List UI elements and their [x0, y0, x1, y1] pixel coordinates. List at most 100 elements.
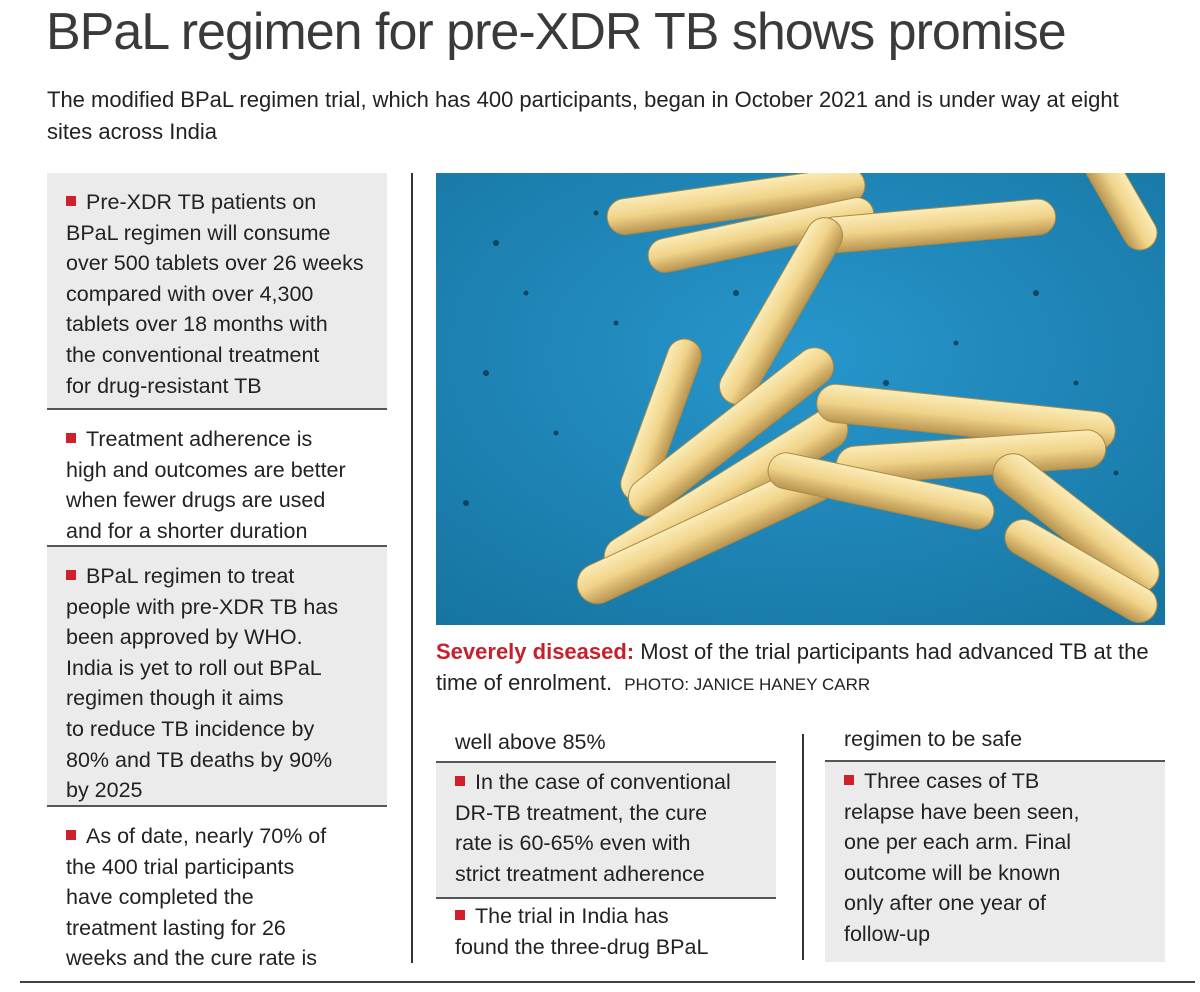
fact-line: high and outcomes are better	[66, 455, 369, 486]
fact-line: one per each arm. Final	[844, 827, 1147, 858]
fact-text: regimen though it aims	[66, 686, 284, 711]
fact-line: outcome will be known	[844, 858, 1147, 889]
fact-line: people with pre-XDR TB has	[66, 592, 369, 623]
fact-line: regimen to be safe	[844, 724, 1147, 755]
bullet-square-icon	[455, 776, 465, 786]
fact-line: tablets over 18 months with	[66, 309, 369, 340]
fact-box: Pre-XDR TB patients on BPaL regimen will …	[47, 173, 387, 409]
fact-line: found the three-drug BPaL	[455, 932, 758, 963]
fact-line: regimen though it aims	[66, 683, 369, 714]
fact-line: for drug-resistant TB	[66, 371, 369, 402]
fact-text: treatment lasting for 26	[66, 915, 286, 940]
fact-line: strict treatment adherence	[455, 859, 758, 890]
fact-text: The trial in India has	[475, 904, 669, 928]
fact-box: In the case of conventional DR-TB treatme…	[436, 763, 776, 897]
fact-line: the conventional treatment	[66, 340, 369, 371]
subheadline: The modified BPaL regimen trial, which h…	[47, 87, 1119, 144]
fact-text: people with pre-XDR TB has	[66, 594, 339, 619]
fact-line: compared with over 4,300	[66, 279, 369, 310]
fact-line: treatment lasting for 26	[66, 913, 369, 944]
fact-line: when fewer drugs are used	[66, 485, 369, 516]
fact-box: BPaL regimen to treat people with pre-XDR…	[47, 547, 387, 805]
fact-line: rate is 60-65% even with	[455, 828, 758, 859]
fact-text: the 400 trial participants	[66, 854, 295, 879]
fact-text: weeks and the cure rate is	[66, 946, 317, 971]
fact-line: As of date, nearly 70% of	[66, 821, 369, 852]
fact-line: weeks and the cure rate is	[66, 943, 369, 974]
tb-bacteria-photo	[436, 173, 1165, 625]
fact-text: well above 85%	[455, 730, 606, 754]
fact-line: Three cases of TB	[844, 766, 1147, 797]
fact-line: only after one year of	[844, 888, 1147, 919]
bullet-square-icon	[455, 910, 465, 920]
fact-line: BPaL regimen to treat	[66, 561, 369, 592]
divider	[47, 805, 387, 807]
fact-text: Treatment adherence is	[86, 427, 313, 451]
fact-line: BPaL regimen will consume	[66, 218, 369, 249]
fact-line: DR-TB treatment, the cure	[455, 798, 758, 829]
fact-text: been approved by WHO.	[66, 625, 303, 650]
divider	[47, 408, 387, 410]
fact-text: over 500 tablets over 26 weeks	[66, 251, 364, 276]
fact-line: Treatment adherence is	[66, 424, 369, 455]
fact-text: only after one year of	[844, 891, 1046, 916]
fact-box: Three cases of TB relapse have been seen,…	[825, 762, 1165, 962]
fact-text: 80% and TB deaths by 90%	[66, 747, 333, 772]
bullet-square-icon	[66, 196, 76, 206]
fact-text: relapse have been seen,	[844, 799, 1080, 824]
fact-box: Treatment adherence is high and outcomes …	[47, 410, 387, 546]
fact-line: by 2025	[66, 775, 369, 806]
bullet-square-icon	[66, 433, 76, 443]
fact-line: over 500 tablets over 26 weeks	[66, 248, 369, 279]
fact-text: BPaL regimen to treat	[86, 564, 295, 588]
fact-text: DR-TB treatment, the cure	[455, 800, 708, 825]
fact-text: strict treatment adherence	[455, 861, 705, 886]
fact-text: Pre-XDR TB patients on	[86, 190, 317, 214]
fact-text: outcome will be known	[844, 860, 1061, 885]
divider	[47, 545, 387, 547]
fact-box: well above 85%	[436, 713, 776, 761]
fact-box: The trial in India has found the three-dr…	[436, 899, 776, 963]
fact-line: been approved by WHO.	[66, 622, 369, 653]
fact-box: regimen to be safe	[825, 710, 1165, 760]
fact-text: by 2025	[66, 778, 143, 803]
fact-text: rate is 60-65% even with	[455, 831, 691, 856]
fact-text: BPaL regimen will consume	[66, 220, 331, 245]
fact-text: high and outcomes are better	[66, 457, 346, 482]
fact-text: the conventional treatment	[66, 342, 320, 367]
fact-text: Three cases of TB	[864, 769, 1040, 793]
fact-line: well above 85%	[455, 727, 758, 758]
column-divider	[411, 173, 413, 963]
fact-line: India is yet to roll out BPaL	[66, 653, 369, 684]
caption-lead: Severely diseased:	[436, 639, 635, 664]
fact-text: for drug-resistant TB	[66, 373, 262, 398]
divider	[436, 897, 776, 899]
bullet-square-icon	[66, 570, 76, 580]
fact-line: The trial in India has	[455, 901, 758, 932]
fact-text: when fewer drugs are used	[66, 488, 326, 513]
headline: BPaL regimen for pre-XDR TB shows promis…	[46, 3, 1067, 61]
fact-line: have completed the	[66, 882, 369, 913]
fact-text: to reduce TB incidence by	[66, 716, 315, 741]
fact-line: the 400 trial participants	[66, 852, 369, 883]
fact-line: In the case of conventional	[455, 767, 758, 798]
divider	[825, 760, 1165, 762]
fact-text: India is yet to roll out BPaL	[66, 655, 322, 680]
fact-line: relapse have been seen,	[844, 797, 1147, 828]
fact-text: and for a shorter duration	[66, 518, 308, 543]
bottom-rule	[20, 981, 1195, 983]
bullet-square-icon	[844, 775, 854, 785]
fact-text: follow-up	[844, 921, 931, 946]
fact-line: Pre-XDR TB patients on	[66, 187, 369, 218]
fact-text: As of date, nearly 70% of	[86, 824, 327, 848]
photo-caption: Severely diseased: Most of the trial par…	[436, 636, 1176, 700]
fact-line: 80% and TB deaths by 90%	[66, 745, 369, 776]
fact-line: and for a shorter duration	[66, 516, 369, 547]
photo-credit: PHOTO: JANICE HANEY CARR	[624, 675, 871, 694]
bullet-square-icon	[66, 830, 76, 840]
fact-text: compared with over 4,300	[66, 281, 314, 306]
fact-box: As of date, nearly 70% of the 400 trial p…	[47, 807, 387, 970]
fact-text: tablets over 18 months with	[66, 312, 328, 337]
fact-text: found the three-drug BPaL	[455, 934, 709, 959]
column-divider	[802, 734, 804, 960]
